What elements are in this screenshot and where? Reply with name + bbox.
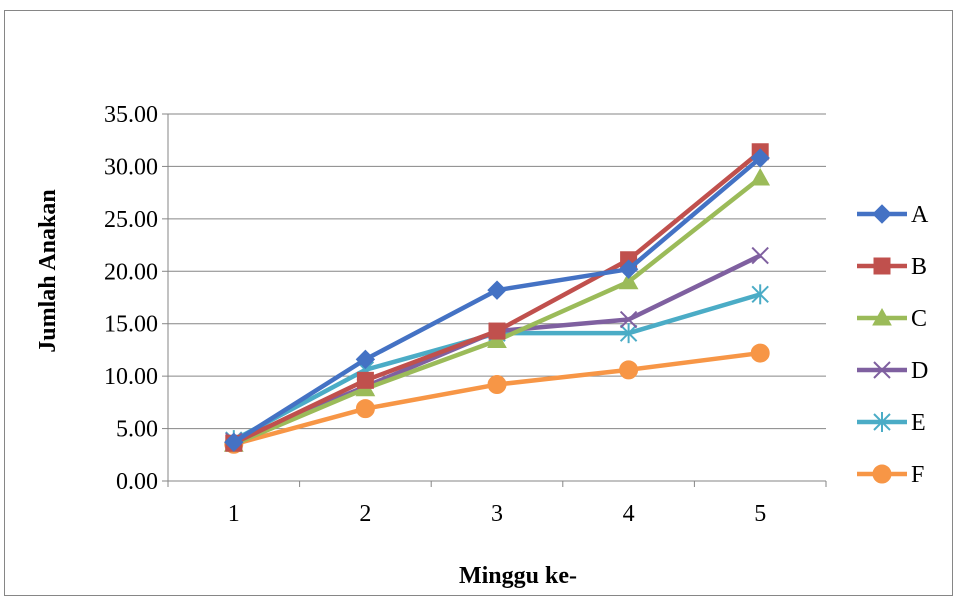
legend-label: F [911,462,924,488]
data-point [872,307,892,326]
data-point [750,343,770,363]
data-point [619,310,638,329]
data-point [355,349,376,370]
y-tick-label: 25.00 [104,207,158,233]
y-tick-labels: 0.00 5.00 10.00 15.00 20.00 25.00 30.00 35.00 [104,102,158,495]
series-d [225,246,769,450]
chart-area: 0.00 5.00 10.00 15.00 20.00 25.00 30.00 35.00 1… [4,10,953,596]
data-point [872,204,892,224]
data-point [750,167,771,186]
data-point [750,148,770,168]
legend-label: D [911,358,928,384]
x-tick-label: 1 [228,501,240,527]
x-axis-title: Minggu ke- [459,563,577,589]
data-point [224,432,244,452]
axes [162,113,827,487]
data-point [619,360,639,380]
data-point [356,371,374,389]
y-tick-label: 15.00 [104,312,158,338]
y-axis-title: Jumlah Anakan [35,189,61,352]
x-tick-label: 4 [623,501,635,527]
legend-item-d: D [857,358,928,384]
legend-label: B [911,254,927,280]
legend-item-c: C [857,306,927,332]
x-tick-label: 3 [491,501,503,527]
data-point [873,361,891,379]
data-point [751,246,769,265]
y-tick-label: 30.00 [104,154,158,180]
data-point [487,375,507,395]
series-lines [223,143,771,454]
data-point [751,284,769,305]
x-tick-label: 5 [754,501,766,527]
data-point [488,322,506,340]
legend-item-e: E [857,410,926,436]
x-tick-label: 2 [359,501,371,527]
x-tick-labels: 1 2 3 4 5 [228,501,766,527]
legend-item-b: B [857,254,927,280]
data-point [873,257,891,275]
legend-label: A [911,202,929,228]
data-point [873,412,891,432]
y-tick-label: 20.00 [104,259,158,285]
legend-item-a: A [857,202,929,228]
series-a [224,148,770,452]
legend-label: C [911,306,927,332]
data-point [872,464,892,484]
data-point [618,259,639,279]
y-tick-label: 10.00 [104,364,158,390]
y-tick-label: 0.00 [116,469,158,495]
y-tick-label: 35.00 [104,102,158,128]
y-tick-label: 5.00 [116,417,158,443]
data-point [618,271,639,290]
series-line [232,292,761,443]
data-point [487,280,507,300]
legend-label: E [911,410,926,436]
line-chart: 0.00 5.00 10.00 15.00 20.00 25.00 30.00 35.00 1… [35,102,929,589]
data-point [355,399,375,419]
legend-item-f: F [857,462,924,488]
data-point [619,323,638,344]
